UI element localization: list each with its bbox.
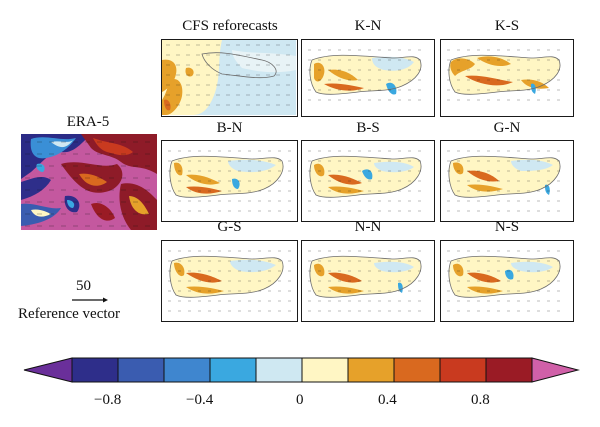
colorbar-cell <box>301 357 349 383</box>
colorbar-cell <box>255 357 303 383</box>
panel-title-kn: K-N <box>354 18 382 34</box>
era5-title: ERA-5 <box>66 114 110 130</box>
colorbar-cell <box>71 357 119 383</box>
panel-bn <box>161 140 298 222</box>
reference-vector-value: 50 <box>76 278 91 294</box>
colorbar-cell <box>485 357 533 383</box>
panel-gs <box>161 240 298 322</box>
colorbar <box>23 357 580 383</box>
reference-vector-arrow-icon <box>72 297 108 303</box>
panel-title-ks: K-S <box>494 18 520 34</box>
colorbar-cell <box>163 357 211 383</box>
panel-ks <box>440 39 574 117</box>
panel-title-nn: N-N <box>354 219 382 235</box>
colorbar-cell <box>209 357 257 383</box>
panel-title-gn: G-N <box>493 120 521 136</box>
panel-title-bs: B-S <box>356 120 380 136</box>
reference-vector-label: Reference vector <box>18 306 121 322</box>
colorbar-extend-low <box>23 357 73 383</box>
panel-gn <box>440 140 574 222</box>
colorbar-cell <box>393 357 441 383</box>
colorbar-cell <box>117 357 165 383</box>
era5-map <box>21 134 157 230</box>
panel-title-ns: N-S <box>494 219 520 235</box>
colorbar-tick-label: −0.8 <box>94 392 122 408</box>
colorbar-tick-label: 0.8 <box>471 392 490 408</box>
panel-title-cfs: CFS reforecasts <box>182 18 278 34</box>
panel-title-bn: B-N <box>216 120 243 136</box>
colorbar-tick-label: −0.4 <box>186 392 214 408</box>
panel-bs <box>301 140 435 222</box>
panel-title-gs: G-S <box>217 219 242 235</box>
colorbar-tick-label: 0.4 <box>378 392 397 408</box>
colorbar-cell <box>439 357 487 383</box>
colorbar-cell <box>347 357 395 383</box>
panel-cfs <box>161 39 298 117</box>
panel-kn <box>301 39 435 117</box>
colorbar-extend-high <box>531 357 580 383</box>
panel-nn <box>301 240 435 322</box>
panel-ns <box>440 240 574 322</box>
colorbar-tick-label: 0 <box>296 392 304 408</box>
